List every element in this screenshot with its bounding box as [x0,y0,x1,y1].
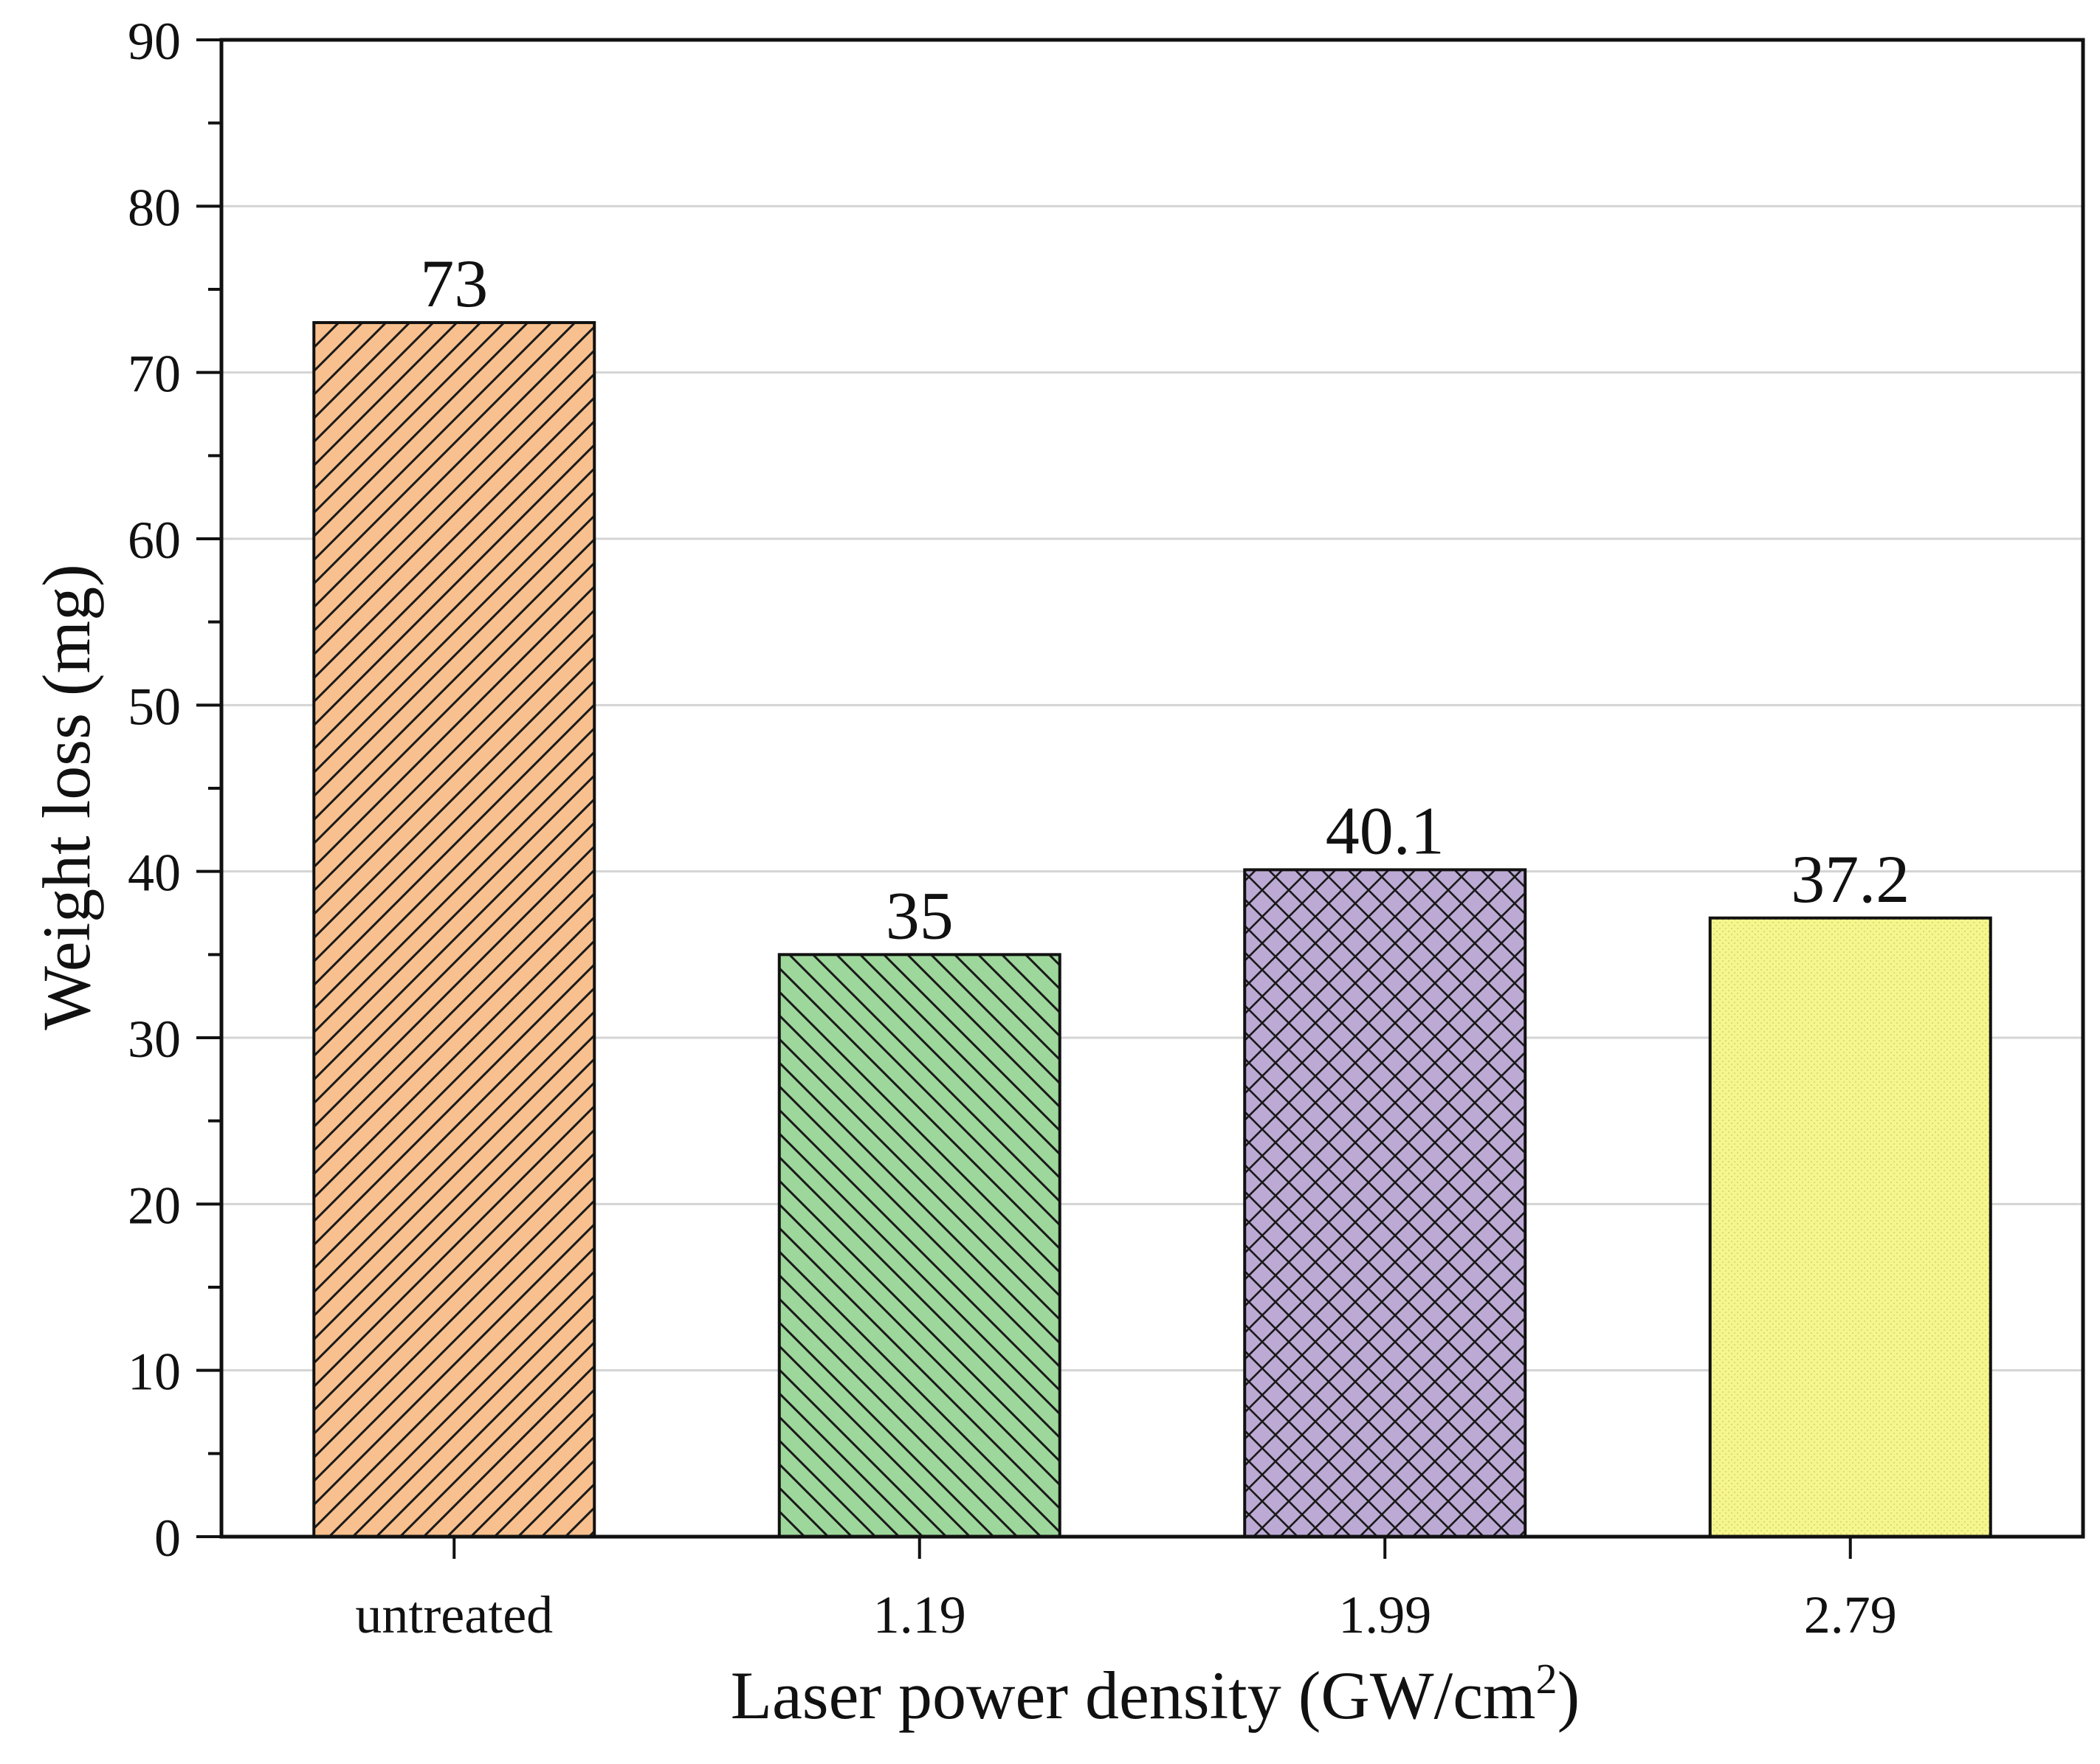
x-axis-title-superscript: 2 [1536,1655,1557,1703]
x-tick-label-1.99: 1.99 [1338,1585,1431,1644]
y-tick-labels: 0 10 20 30 40 50 60 70 80 90 [128,12,181,1568]
data-label-1.19: 35 [886,878,954,953]
x-axis-title-main: Laser power density (GW/cm [731,1658,1536,1733]
data-label-1.99: 40.1 [1326,793,1445,868]
x-axis-title: Laser power density (GW/cm2) [731,1655,1580,1733]
data-labels: 73 35 40.1 37.2 [420,246,1910,953]
y-tick-label-80: 80 [128,178,181,237]
x-axis-title-suffix: ) [1557,1658,1580,1733]
data-label-untreated: 73 [420,246,488,321]
bar-untreated [312,321,596,1539]
bar-1.19 [777,953,1061,1539]
x-tick-labels: untreated 1.19 1.99 2.79 [355,1585,1896,1644]
data-label-2.79: 37.2 [1791,841,1910,917]
y-tick-label-50: 50 [128,677,181,736]
y-tick-label-70: 70 [128,345,181,404]
y-tick-label-40: 40 [128,844,181,903]
bar-2.79 [1708,916,1992,1538]
y-tick-label-90: 90 [128,12,181,71]
x-tick-label-2.79: 2.79 [1804,1585,1897,1644]
bars [312,321,1992,1539]
y-axis-ticks [196,38,1852,1559]
y-tick-label-30: 30 [128,1010,181,1069]
y-tick-label-20: 20 [128,1176,181,1235]
y-tick-label-0: 0 [154,1509,181,1568]
y-axis-title: Weight loss (mg) [29,564,104,1030]
x-tick-label-untreated: untreated [355,1585,553,1644]
y-tick-label-60: 60 [128,511,181,570]
y-tick-label-10: 10 [128,1343,181,1402]
x-tick-label-1.19: 1.19 [873,1585,966,1644]
bar-1.99 [1243,868,1527,1538]
